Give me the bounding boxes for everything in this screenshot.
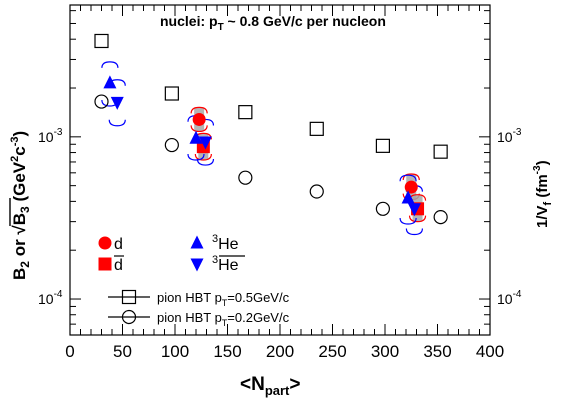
data-point-triangle-down [198, 136, 212, 150]
systematic-bracket [101, 61, 119, 68]
x-tick-label: 200 [266, 342, 294, 361]
y-tick-label-left: 10-4 [38, 289, 63, 307]
plot-axes: 0 50 100 150 200 250 300 350 400 10-4 10-3 10-4 10-3 [38, 4, 522, 361]
legend-nuclei-label: 3He [212, 233, 239, 253]
legend-nuclei-marker [190, 235, 204, 249]
data-point-open-square [238, 105, 253, 120]
x-tick-label: 50 [113, 342, 132, 361]
x-tick-label: 100 [161, 342, 189, 361]
data-point-open-square [94, 33, 109, 49]
annotation-text: nuclei: pT ~ 0.8 GeV/c per nucleon [160, 13, 386, 33]
data-point-open-square [375, 138, 390, 153]
y-axis-label-right: 1/Vf (fm-3) [532, 160, 554, 228]
y-axis-label-left: B2 or √B3 (GeV2c-3) [9, 131, 32, 280]
data-point-open-circle [164, 137, 179, 153]
data-point-triangle-up [103, 75, 117, 89]
systematic-bracket [187, 153, 205, 161]
x-axis-label: <Npart> [240, 374, 301, 398]
legend-hbt-marker [121, 289, 137, 305]
legend-hbt-marker [121, 309, 137, 325]
data-point-triangle-down [110, 96, 124, 110]
systematic-bracket [402, 173, 420, 181]
data-point-open-circle [433, 209, 448, 225]
x-tick-label: 250 [318, 342, 346, 361]
systematic-bracket [190, 125, 208, 133]
data-point-open-circle [309, 184, 324, 199]
legend-nuclei-marker [98, 236, 112, 250]
x-tick-label: 0 [65, 342, 74, 361]
data-point-open-square [164, 86, 179, 101]
systematic-bracket [190, 106, 208, 114]
svg-text:B2 or √B3 (GeV2c-3): B2 or √B3 (GeV2c-3) [9, 131, 32, 280]
data-point-open-square [433, 144, 448, 159]
data-point-open-circle [94, 94, 109, 109]
systematic-bracket [196, 159, 215, 166]
legend-nuclei-marker [98, 257, 112, 271]
y-tick-label-left: 10-3 [38, 127, 63, 145]
legend-hbt-label: pion HBT pT=0.2GeV/c [157, 310, 290, 328]
data-point-open-square [309, 121, 324, 136]
legend-nuclei-label: 3He [212, 254, 239, 274]
legend-nuclei-label: d [114, 236, 123, 253]
legend-hbt-label: pion HBT pT=0.5GeV/c [157, 290, 290, 308]
data-point-open-circle [375, 201, 390, 216]
x-tick-label: 350 [423, 342, 451, 361]
plot-frame [69, 4, 491, 336]
systematic-bracket [408, 215, 427, 223]
legend-nuclei-marker [190, 258, 204, 272]
x-tick-label: 400 [476, 342, 504, 361]
systematic-bracket [108, 119, 126, 127]
svg-text:1/Vf (fm-3): 1/Vf (fm-3) [532, 160, 554, 228]
data-point-circle [192, 112, 206, 126]
x-tick-label: 150 [213, 342, 241, 361]
data-point-triangle-up [401, 190, 415, 204]
systematic-bracket [405, 228, 423, 236]
systematic-bracket [399, 174, 417, 182]
data-marks [94, 33, 448, 236]
data-point-circle [404, 180, 418, 194]
y-tick-label-right: 10-4 [497, 289, 522, 307]
legend-nuclei-label: d [114, 257, 123, 274]
x-tick-label: 300 [371, 342, 399, 361]
systematic-bracket [399, 217, 417, 225]
systematic-bracket [194, 153, 212, 161]
data-point-triangle-down [407, 203, 421, 217]
data-point-open-circle [238, 170, 253, 185]
data-point-triangle-up [189, 130, 203, 144]
y-tick-label-right: 10-3 [497, 127, 522, 145]
